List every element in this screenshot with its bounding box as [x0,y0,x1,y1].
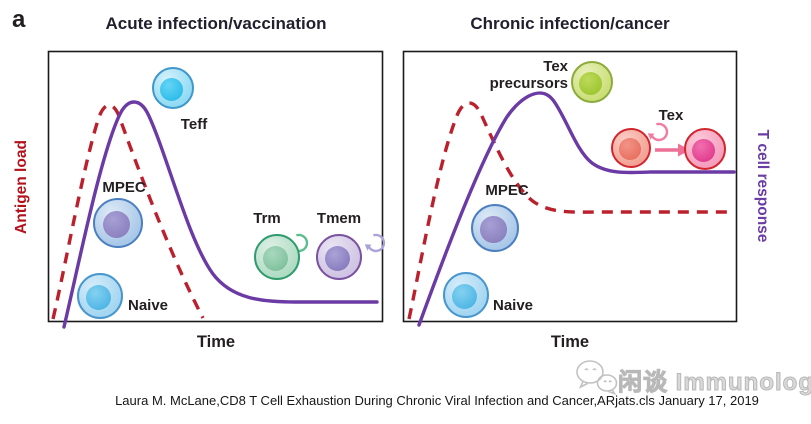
tex-precursor-cell-nucleus [579,71,603,95]
tmem-cell [316,234,362,280]
naive-cell-chronic [443,272,489,318]
tex-cell-early [611,128,651,168]
tex-precursors-label-line2: precursors [489,75,568,92]
acute-t-cell-response-curve [62,100,379,329]
tex-cell-late [684,128,726,170]
acute-time-axis-label: Time [196,333,236,351]
naive-cell-nucleus [86,284,112,310]
trm-label: Trm [253,210,281,227]
mpec-cell-chronic [471,204,519,252]
chronic-panel-title: Chronic infection/cancer [470,14,670,33]
naive-cell-nucleus [452,283,478,309]
chronic-antigen-load-curve [407,101,730,320]
trm-cell-nucleus [263,245,289,271]
tmem-label: Tmem [316,210,362,227]
mpec-cell-nucleus [102,210,131,239]
mpec-cell-acute [93,198,143,248]
tmem-cell-nucleus [325,245,351,271]
trm-cell [254,234,300,280]
mpec-label-acute: MPEC [102,179,146,196]
tex-precursors-label-line1: Tex [543,58,568,75]
tmem-self-renewal-arrow-icon [364,233,386,253]
naive-cell-acute [77,273,123,319]
tex-label: Tex [658,107,684,124]
paper-citation-caption: Laura M. McLane,CD8 T Cell Exhaustion Du… [115,393,759,408]
t-cell-response-axis-label: T cell response [754,129,771,243]
tex-self-renewal-arrow-icon [647,122,669,142]
naive-label-chronic: Naive [492,297,534,314]
mpec-label-chronic: MPEC [485,182,529,199]
chronic-time-axis-label: Time [550,333,590,351]
teff-cell [152,67,194,109]
chronic-t-cell-response-curve [417,91,736,327]
acute-panel-frame [47,50,384,323]
naive-label-acute: Naive [127,297,169,314]
watermark-text: 闲谈 Immunology [617,369,811,397]
chat-bubbles-icon [576,360,618,395]
chronic-panel-frame [402,50,738,323]
tex-precursors-label: Tex precursors [458,58,568,92]
figure-panel-letter: a [12,6,26,33]
teff-label: Teff [180,116,208,133]
tex-precursor-cell [571,61,613,103]
acute-panel-title: Acute infection/vaccination [105,14,327,33]
teff-cell-nucleus [160,77,184,101]
mpec-cell-nucleus [480,216,507,243]
antigen-load-axis-label: Antigen load [13,140,30,234]
tex-cell-early-nucleus [619,138,641,160]
tex-cell-late-nucleus [692,138,716,162]
